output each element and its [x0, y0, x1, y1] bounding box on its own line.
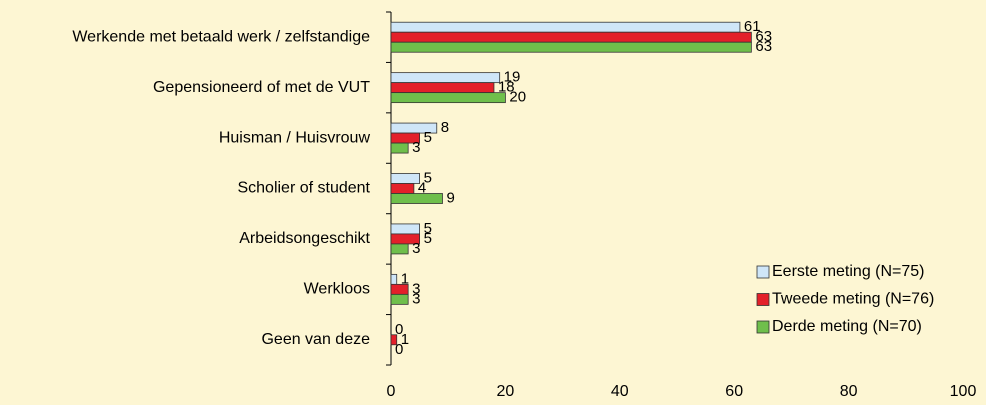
value-label: 20 [509, 89, 526, 106]
value-label: 3 [412, 139, 420, 156]
category-label: Werkloos [304, 281, 370, 298]
bar [390, 183, 415, 194]
legend-swatch [756, 265, 770, 279]
category-label: Arbeidsongeschikt [239, 230, 370, 247]
category-label: Werkende met betaald werk / zelfstandige [72, 28, 370, 45]
value-label: 0 [395, 341, 403, 358]
bar [390, 293, 409, 305]
value-label: 61 [744, 18, 761, 35]
value-label: 63 [755, 28, 772, 45]
bar [390, 82, 495, 94]
value-label: 9 [446, 189, 454, 206]
bar [390, 193, 443, 204]
value-label: 18 [498, 79, 515, 96]
bar [390, 92, 506, 104]
bar [390, 223, 421, 235]
category-label: Geen van deze [261, 331, 370, 348]
bar [390, 142, 409, 154]
legend-swatch [756, 320, 770, 334]
category-label: Scholier of student [237, 180, 370, 197]
value-label: 5 [424, 129, 432, 146]
value-label: 63 [755, 38, 772, 55]
value-label: 5 [424, 220, 432, 237]
bar [390, 243, 409, 255]
x-tick-label: 100 [950, 383, 977, 400]
bar [390, 173, 421, 184]
bar [390, 41, 752, 53]
value-label: 5 [424, 169, 432, 186]
value-label: 8 [441, 119, 449, 136]
bar [390, 31, 752, 43]
legend-swatch [756, 293, 770, 306]
value-label: 1 [401, 331, 409, 348]
legend-label: Derde meting (N=70) [772, 318, 922, 335]
value-label: 19 [504, 69, 521, 86]
bar [390, 21, 741, 33]
bar [390, 283, 409, 295]
category-label: Huisman / Huisvrouw [219, 129, 371, 146]
value-label: 5 [424, 230, 432, 247]
category-label: Gepensioneerd of met de VUT [153, 79, 370, 96]
x-tick-label: 0 [387, 383, 396, 400]
legend-label: Eerste meting (N=75) [772, 263, 925, 280]
bar [390, 72, 501, 84]
bar [390, 273, 398, 285]
x-tick-label: 40 [611, 383, 629, 400]
value-label: 1 [401, 270, 409, 287]
value-label: 3 [412, 290, 420, 307]
value-label: 0 [395, 321, 403, 338]
bar [390, 334, 398, 346]
value-label: 3 [412, 280, 420, 297]
value-label: 3 [412, 240, 420, 257]
value-label: 4 [418, 179, 426, 196]
x-tick-label: 80 [840, 383, 858, 400]
legend-label: Tweede meting (N=76) [772, 291, 934, 308]
x-tick-label: 20 [497, 383, 515, 400]
x-tick-label: 60 [725, 383, 743, 400]
